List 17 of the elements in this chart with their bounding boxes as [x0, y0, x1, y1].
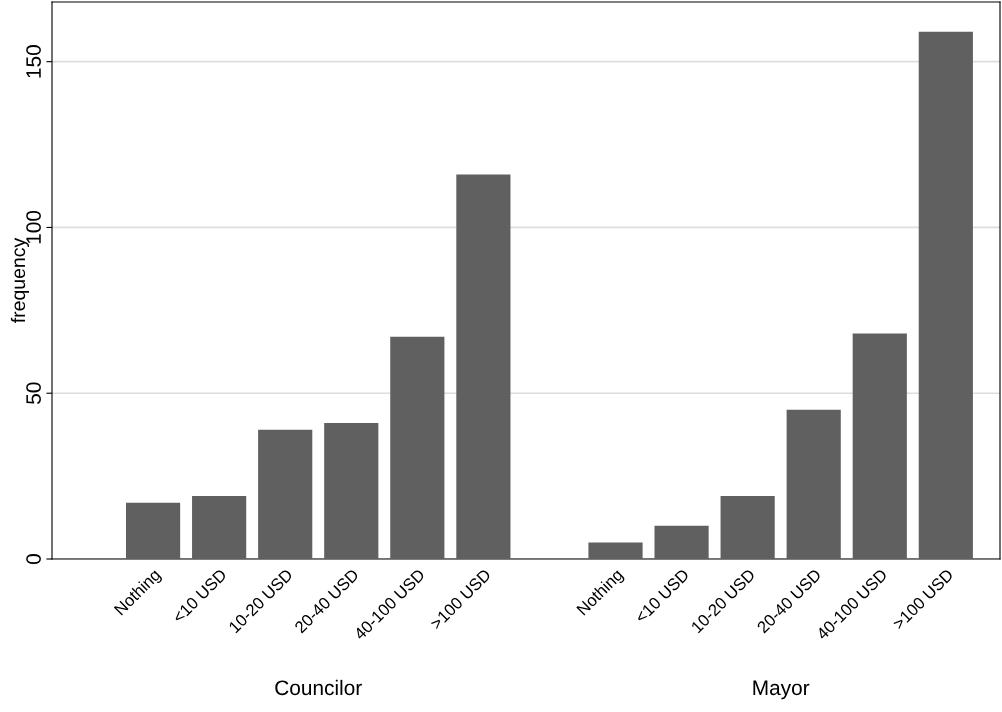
bar: [918, 31, 973, 559]
bar: [192, 496, 247, 559]
bar: [324, 423, 379, 559]
y-tick-label: 50: [26, 382, 41, 404]
text: Councilor: [275, 679, 362, 696]
bar: [720, 496, 775, 559]
bar: [456, 174, 511, 559]
bar: [258, 429, 313, 559]
y-tick-label: 0: [26, 554, 41, 564]
bar: [125, 502, 181, 559]
text: Mayor: [753, 680, 810, 700]
y-tick-label: 150: [26, 45, 41, 78]
bar: [786, 409, 841, 559]
bar: [588, 542, 643, 559]
bar: [390, 336, 445, 559]
bar: [654, 525, 709, 559]
bar: [852, 333, 907, 559]
